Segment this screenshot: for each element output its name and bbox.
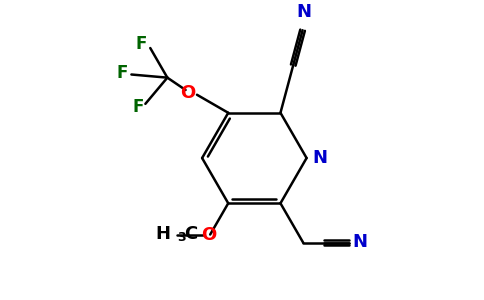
- Text: O: O: [202, 226, 217, 244]
- Text: N: N: [312, 149, 327, 167]
- Text: C: C: [184, 225, 198, 243]
- Text: N: N: [296, 3, 311, 21]
- Text: F: F: [116, 64, 128, 82]
- Text: H: H: [155, 225, 170, 243]
- Text: F: F: [132, 98, 143, 116]
- Text: O: O: [180, 84, 195, 102]
- Text: N: N: [353, 233, 368, 251]
- Text: 3: 3: [177, 231, 185, 244]
- Text: F: F: [135, 35, 147, 53]
